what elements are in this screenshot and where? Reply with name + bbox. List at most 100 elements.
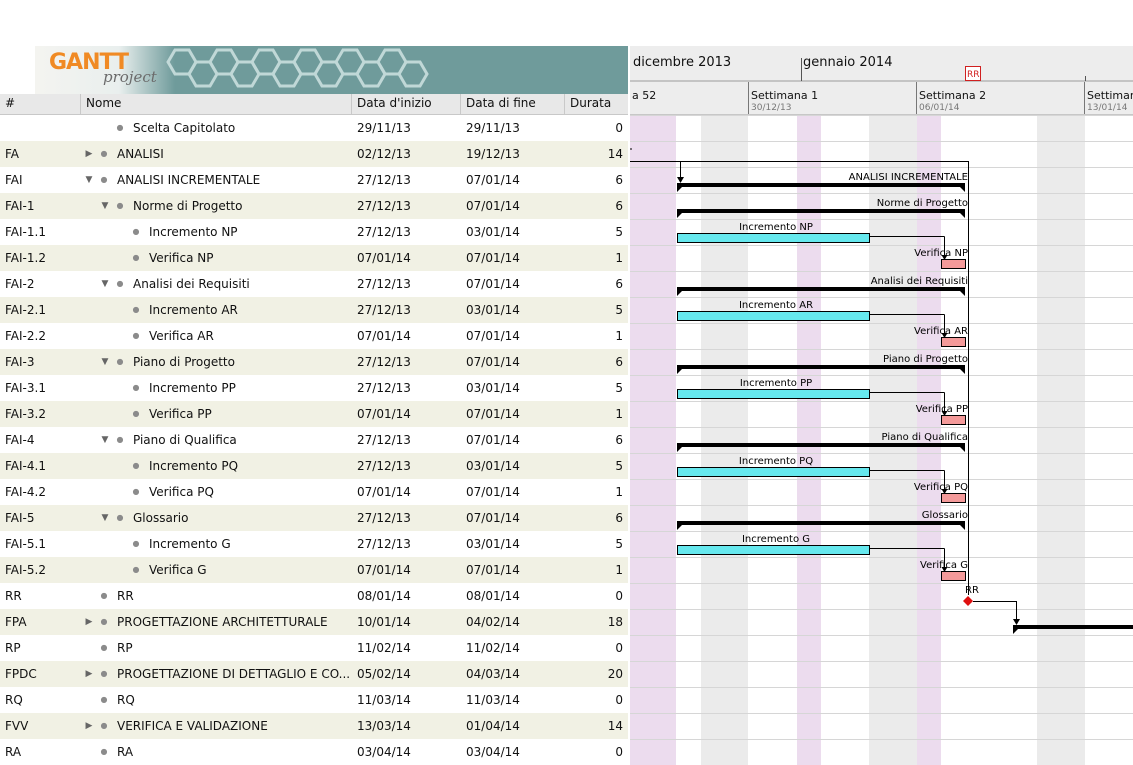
task-bullet-icon: ● (132, 253, 140, 262)
task-name[interactable]: Verifica PP (149, 407, 212, 421)
task-row[interactable]: RQ ● RQ 11/03/14 11/03/14 0 (0, 687, 628, 713)
task-name[interactable]: VERIFICA E VALIDAZIONE (117, 719, 268, 733)
task-table-header: # Nome Data d'inizio Data di fine Durata (0, 94, 628, 115)
task-name[interactable]: RR (117, 589, 134, 603)
task-row[interactable]: FAI-1.1 ● Incremento NP 27/12/13 03/01/14 5 (0, 219, 628, 245)
task-row[interactable]: FPA ▶ ● PROGETTAZIONE ARCHITETTURALE 10/01/1… (0, 609, 628, 635)
task-duration: 20 (607, 667, 623, 681)
task-row[interactable]: FAI-5 ▼ ● Glossario 27/12/13 07/01/14 6 (0, 505, 628, 531)
task-bullet-icon: ● (132, 487, 140, 496)
task-start-date: 07/01/14 (357, 563, 411, 577)
task-row[interactable]: FAI-3 ▼ ● Piano di Progetto 27/12/13 07/01/14… (0, 349, 628, 375)
summary-bar-cap (960, 213, 965, 218)
expand-arrow-icon[interactable]: ▶ (85, 721, 93, 731)
task-row[interactable]: RP ● RP 11/02/14 11/02/14 0 (0, 635, 628, 661)
task-name[interactable]: Analisi dei Requisiti (133, 277, 250, 291)
task-name[interactable]: RA (117, 745, 134, 759)
task-row[interactable]: FAI-2.2 ● Verifica AR 07/01/14 07/01/14 1 (0, 323, 628, 349)
task-end-date: 03/04/14 (466, 745, 520, 759)
task-start-date: 27/12/13 (357, 355, 411, 369)
task-row[interactable]: FAI-2 ▼ ● Analisi dei Requisiti 27/12/13 07/0… (0, 271, 628, 297)
task-row[interactable]: FAI-5.1 ● Incremento G 27/12/13 03/01/14 5 (0, 531, 628, 557)
bar-label: Incremento PQ (739, 456, 813, 467)
task-start-date: 27/12/13 (357, 277, 411, 291)
task-name[interactable]: Verifica NP (149, 251, 214, 265)
task-start-date: 07/01/14 (357, 407, 411, 421)
task-row[interactable]: FAI-4.2 ● Verifica PQ 07/01/14 07/01/14 1 (0, 479, 628, 505)
task-row[interactable]: FAI-5.2 ● Verifica G 07/01/14 07/01/14 1 (0, 557, 628, 583)
task-start-date: 07/01/14 (357, 251, 411, 265)
task-row[interactable]: FAI-4 ▼ ● Piano di Qualifica 27/12/13 07/01/1… (0, 427, 628, 453)
collapse-arrow-icon[interactable]: ▼ (101, 357, 109, 367)
task-start-date: 05/02/14 (357, 667, 411, 681)
task-row[interactable]: FPDC ▶ ● PROGETTAZIONE DI DETTAGLIO E CO...… (0, 661, 628, 687)
task-name[interactable]: Verifica AR (149, 329, 214, 343)
task-name[interactable]: Incremento NP (149, 225, 238, 239)
task-name[interactable]: ANALISI INCREMENTALE (117, 173, 261, 187)
task-duration: 14 (607, 719, 623, 733)
task-row[interactable]: RA ● RA 03/04/14 03/04/14 0 (0, 739, 628, 765)
column-header-id[interactable]: # (0, 94, 81, 114)
task-row[interactable]: FAI-1 ▼ ● Norme di Progetto 27/12/13 07/01/14… (0, 193, 628, 219)
milestone-diamond (963, 596, 973, 606)
task-start-date: 27/12/13 (357, 173, 411, 187)
task-row[interactable]: FAI-1.2 ● Verifica NP 07/01/14 07/01/14 1 (0, 245, 628, 271)
task-name[interactable]: Incremento AR (149, 303, 238, 317)
column-header-start[interactable]: Data d'inizio (352, 94, 461, 114)
task-name[interactable]: Piano di Qualifica (133, 433, 237, 447)
task-name[interactable]: Scelta Capitolato (133, 121, 236, 135)
task-id: FAI-3.1 (5, 381, 46, 395)
task-name[interactable]: PROGETTAZIONE DI DETTAGLIO E CO... (117, 667, 351, 681)
task-duration: 5 (615, 459, 623, 473)
collapse-arrow-icon[interactable]: ▼ (101, 279, 109, 289)
calendar-column (869, 115, 917, 765)
task-id: FAI-1.1 (5, 225, 46, 239)
task-row[interactable]: FAI-3.2 ● Verifica PP 07/01/14 07/01/14 1 (0, 401, 628, 427)
summary-bar-cap (960, 291, 965, 296)
task-name[interactable]: Piano di Progetto (133, 355, 235, 369)
task-row[interactable]: FAI-4.1 ● Incremento PQ 27/12/13 03/01/14 5 (0, 453, 628, 479)
task-name[interactable]: Norme di Progetto (133, 199, 243, 213)
expand-arrow-icon[interactable]: ▶ (85, 669, 93, 679)
task-duration: 0 (615, 745, 623, 759)
bar-label: Verifica NP (914, 248, 968, 259)
gantt-chart[interactable]: dicembre 2013 gennaio 2014 RR a 52 Settimana… (630, 46, 1133, 765)
task-bullet-icon: ● (100, 721, 108, 730)
task-row[interactable]: FAI-3.1 ● Incremento PP 27/12/13 03/01/14 5 (0, 375, 628, 401)
expand-arrow-icon[interactable]: ▶ (85, 149, 93, 159)
dependency-arrow (941, 333, 948, 338)
timeline-month-label: dicembre 2013 (633, 55, 731, 70)
expand-arrow-icon[interactable]: ▶ (85, 617, 93, 627)
task-name[interactable]: PROGETTAZIONE ARCHITETTURALE (117, 615, 328, 629)
task-row[interactable]: RR ● RR 08/01/14 08/01/14 0 (0, 583, 628, 609)
task-name[interactable]: Glossario (133, 511, 189, 525)
collapse-arrow-icon[interactable]: ▼ (101, 513, 109, 523)
task-name[interactable]: Incremento PP (149, 381, 236, 395)
summary-bar-cap (677, 447, 682, 452)
task-id: RP (5, 641, 21, 655)
task-name[interactable]: ANALISI (117, 147, 164, 161)
timeline-week-label: Settimana 2 (919, 89, 986, 102)
task-row[interactable]: FA ▶ ● ANALISI 02/12/13 19/12/13 14 (0, 141, 628, 167)
calendar-column (1037, 115, 1085, 765)
task-name[interactable]: Incremento PQ (149, 459, 239, 473)
task-name[interactable]: Verifica PQ (149, 485, 214, 499)
task-row[interactable]: FAI ▼ ● ANALISI INCREMENTALE 27/12/13 07/01/1… (0, 167, 628, 193)
task-row[interactable]: FAI-2.1 ● Incremento AR 27/12/13 03/01/14 5 (0, 297, 628, 323)
task-row[interactable]: FVV ▶ ● VERIFICA E VALIDAZIONE 13/03/14 01/04… (0, 713, 628, 739)
task-row[interactable]: ● Scelta Capitolato 29/11/13 29/11/13 0 (0, 115, 628, 141)
task-id: FPDC (5, 667, 37, 681)
column-header-duration[interactable]: Durata (570, 96, 612, 110)
task-name[interactable]: Incremento G (149, 537, 231, 551)
task-name[interactable]: RP (117, 641, 133, 655)
column-header-end[interactable]: Data di fine (461, 94, 565, 114)
task-name[interactable]: Verifica G (149, 563, 207, 577)
column-header-name[interactable]: Nome (81, 94, 352, 114)
collapse-arrow-icon[interactable]: ▼ (85, 175, 93, 185)
summary-bar (677, 209, 965, 213)
collapse-arrow-icon[interactable]: ▼ (101, 435, 109, 445)
task-duration: 5 (615, 537, 623, 551)
collapse-arrow-icon[interactable]: ▼ (101, 201, 109, 211)
task-id: FAI-5 (5, 511, 35, 525)
task-name[interactable]: RQ (117, 693, 135, 707)
